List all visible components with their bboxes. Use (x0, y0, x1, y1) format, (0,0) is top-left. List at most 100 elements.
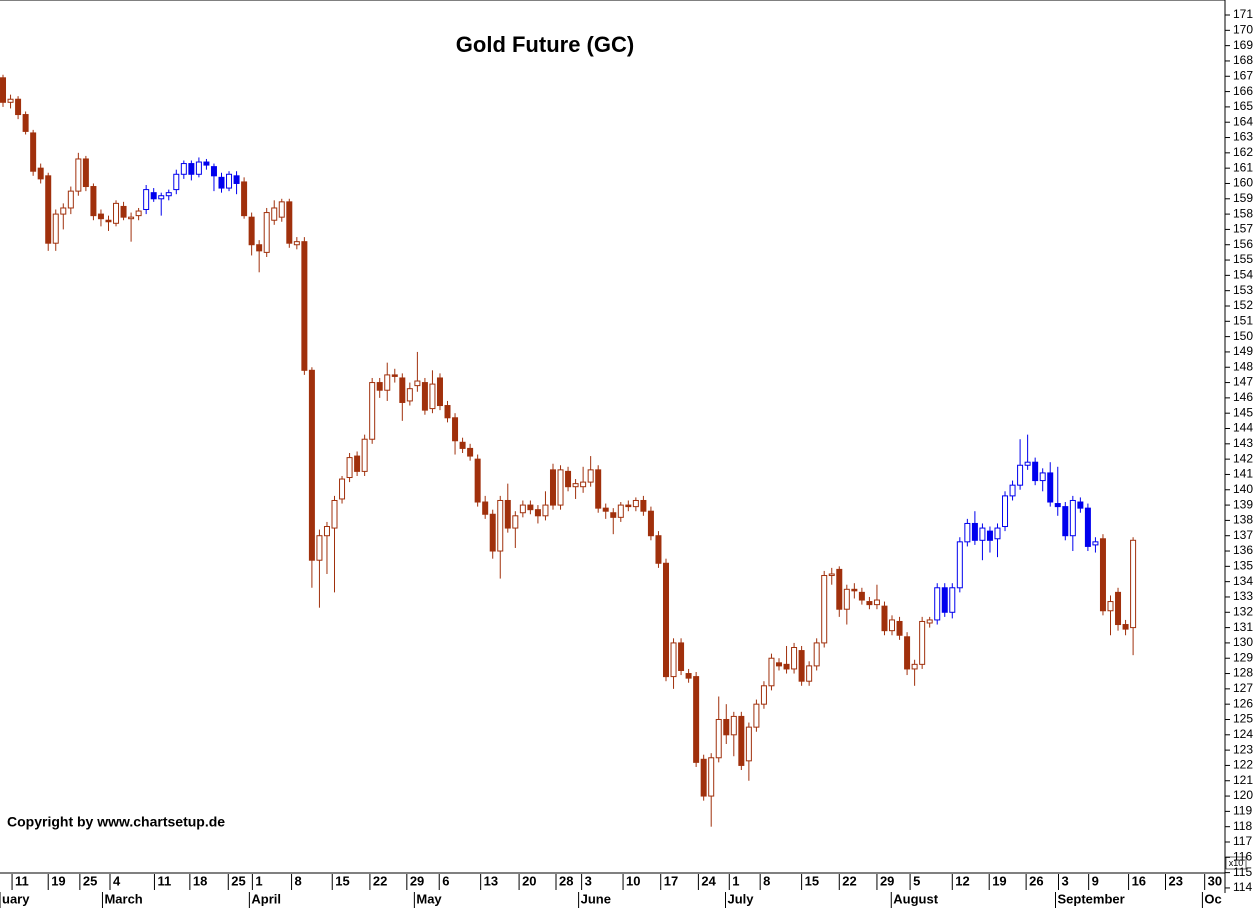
month-label: March (104, 891, 142, 906)
candle-body (218, 176, 225, 189)
y-tick-label: 128 (1233, 666, 1253, 680)
x-tick-label: 13 (484, 873, 498, 888)
candle-body (1017, 464, 1024, 486)
y-tick-label: 148 (1233, 359, 1253, 373)
candle-body (429, 383, 436, 410)
candle-body (828, 573, 835, 577)
x-tick-label: 3 (585, 873, 592, 888)
candle-body (534, 509, 541, 517)
x-tick-label: 1 (732, 873, 739, 888)
candle-body (75, 158, 82, 192)
y-tick-label: 131 (1233, 620, 1253, 634)
candle-body (143, 189, 150, 211)
candle-body (1084, 507, 1091, 547)
candle-body (776, 662, 783, 667)
x-tick-label: 15 (335, 873, 349, 888)
y-tick-label: 150 (1233, 329, 1253, 343)
x-tick-label: 9 (1092, 873, 1099, 888)
y-tick-label: 166 (1233, 84, 1253, 98)
candle-body (195, 161, 202, 175)
candle-body (1039, 472, 1046, 482)
candle-body (97, 213, 104, 220)
candle-body (971, 522, 978, 541)
y-tick-label: 141 (1233, 467, 1253, 481)
y-tick-label: 138 (1233, 513, 1253, 527)
unit-label: x10 (1229, 858, 1244, 868)
x-tick-label: 25 (83, 873, 97, 888)
x-tick-label: 29 (880, 873, 894, 888)
y-tick-label: 153 (1233, 283, 1253, 297)
candle-body (113, 202, 120, 224)
candle-body (602, 507, 609, 512)
candle-body (617, 504, 624, 518)
y-tick-label: 139 (1233, 497, 1253, 511)
candle-body (745, 726, 752, 762)
candle-body (467, 447, 474, 457)
y-tick-label: 114 (1233, 880, 1252, 894)
candle-body (1092, 541, 1099, 546)
candle-body (1130, 539, 1137, 629)
y-tick-label: 125 (1233, 712, 1253, 726)
y-tick-label: 155 (1233, 252, 1253, 266)
candle-body (685, 673, 692, 679)
candle-body (723, 718, 730, 736)
candle-body (391, 374, 398, 377)
candle-body (406, 388, 413, 402)
candle-body (911, 663, 918, 670)
y-tick-label: 130 (1233, 635, 1253, 649)
candle-body (708, 757, 715, 797)
y-tick-label: 142 (1233, 451, 1253, 465)
y-tick-label: 137 (1233, 528, 1253, 542)
candle-body (158, 195, 165, 200)
candle-body (323, 526, 330, 537)
candle-body (1032, 461, 1039, 482)
x-tick-label: 3 (1062, 873, 1069, 888)
candle-body (339, 478, 346, 500)
candle-body (504, 499, 511, 529)
candle-body (263, 212, 270, 253)
candle-body (354, 455, 361, 472)
candle-body (549, 469, 556, 506)
y-tick-label: 156 (1233, 237, 1253, 251)
x-tick-label: 17 (664, 873, 678, 888)
candle-body (760, 685, 767, 705)
candle-body (210, 166, 217, 177)
candle-body (715, 718, 722, 759)
candle-body (1077, 501, 1084, 509)
y-tick-label: 134 (1233, 574, 1253, 588)
candle-body (15, 98, 22, 116)
candle-body (459, 441, 466, 449)
candle-body (580, 481, 587, 488)
y-tick-label: 161 (1233, 160, 1253, 174)
candle-body (572, 483, 579, 488)
y-tick-label: 160 (1233, 176, 1253, 190)
y-tick-label: 117 (1233, 834, 1252, 848)
candle-body (934, 587, 941, 621)
y-tick-label: 154 (1233, 268, 1253, 282)
y-tick-label: 145 (1233, 405, 1253, 419)
y-tick-label: 170 (1233, 22, 1253, 36)
y-tick-label: 149 (1233, 344, 1253, 358)
x-tick-label: 8 (763, 873, 770, 888)
y-tick-label: 129 (1233, 650, 1253, 664)
candle-body (452, 417, 459, 442)
candle-body (128, 216, 135, 220)
x-tick-label: 28 (559, 873, 573, 888)
candle-body (45, 175, 52, 244)
candle-body (587, 469, 594, 483)
month-label: May (416, 891, 442, 906)
candle-body (203, 161, 210, 166)
candle-body (82, 158, 89, 188)
y-tick-label: 157 (1233, 222, 1253, 236)
candle-body (791, 647, 798, 670)
candle-body (1002, 495, 1009, 528)
candle-body (1062, 506, 1069, 537)
y-tick-label: 132 (1233, 604, 1253, 618)
x-tick-label: 5 (913, 873, 920, 888)
candle-body (1122, 624, 1129, 630)
y-tick-label: 146 (1233, 390, 1253, 404)
candle-body (1024, 461, 1031, 466)
candle-body (105, 219, 112, 223)
candle-body (293, 241, 300, 246)
